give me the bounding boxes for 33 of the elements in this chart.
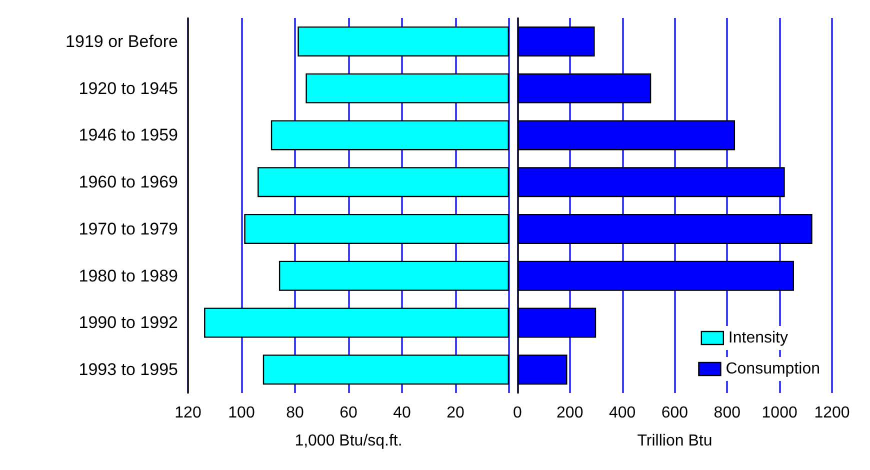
y-tick-label: 1970 to 1979 [78, 219, 178, 238]
x-tick-label: 400 [608, 404, 636, 422]
bar [204, 308, 509, 338]
bar [306, 73, 509, 104]
y-tick-label: 1960 to 1969 [78, 172, 178, 192]
y-tick-label: 1980 to 1989 [78, 266, 178, 286]
x-tick-label: 40 [393, 404, 411, 422]
bar [270, 120, 509, 150]
legend-label: Intensity [728, 330, 788, 346]
y-tick-label: 1920 to 1945 [78, 78, 178, 98]
bar [262, 354, 509, 385]
x-tick-label: 800 [714, 404, 741, 422]
y-tick-label: 1990 to 1992 [78, 313, 178, 332]
y-tick-label: 1919 or Before [66, 32, 178, 51]
bar [244, 214, 509, 244]
x-tick-label: 1000 [762, 404, 798, 422]
x-tick-label: 1200 [814, 404, 850, 422]
x-tick-label: 20 [446, 404, 464, 422]
x-tick-label: 200 [556, 404, 584, 422]
x-axis-title: Trillion Btu [637, 432, 712, 450]
x-tick-label: 80 [286, 404, 304, 422]
x-tick-label: 100 [228, 404, 255, 422]
x-axis-title: 1,000 Btu/sq.ft. [294, 432, 402, 450]
y-tick-label: 1946 to 1959 [78, 126, 178, 145]
bar [298, 26, 509, 56]
bar [258, 167, 509, 198]
y-tick-label: 1993 to 1995 [78, 360, 178, 380]
legend-label: Consumption [726, 360, 820, 378]
bar [278, 260, 509, 291]
x-tick-label: 120 [174, 404, 202, 422]
x-tick-label: 0 [512, 404, 522, 422]
x-tick-label: 600 [661, 404, 688, 422]
x-tick-label: 60 [340, 404, 358, 422]
